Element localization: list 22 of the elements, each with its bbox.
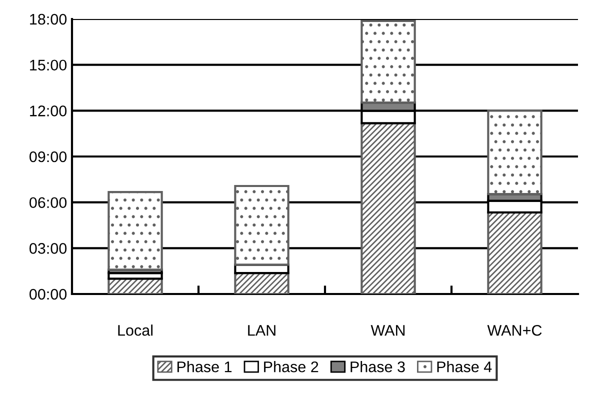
legend-label: Phase 4	[437, 361, 492, 372]
legend-label: Phase 2	[264, 361, 318, 372]
legend-label: Phase 1	[177, 361, 232, 372]
x-tick-label: LAN	[248, 325, 276, 336]
x-tick-label: Local	[118, 324, 152, 336]
legend-label: Phase 3	[350, 361, 405, 372]
bar	[360, 20, 416, 104]
bar	[487, 110, 542, 196]
x-tick-label: WAN+C	[487, 324, 542, 336]
bar	[234, 184, 290, 266]
y-tick-label: 03:00	[30, 243, 67, 254]
bar	[108, 191, 163, 271]
bar	[360, 122, 416, 294]
y-tick-label: 06:00	[30, 197, 67, 208]
y-tick-label: 18:00	[30, 14, 67, 25]
x-tick-label: WAN	[370, 325, 405, 336]
y-tick-label: 12:00	[30, 106, 67, 116]
y-tick-label: 00:00	[30, 288, 67, 300]
bar	[234, 272, 290, 294]
bar	[487, 211, 542, 294]
y-tick-label: 09:00	[30, 151, 67, 162]
y-tick-label: 15:00	[30, 60, 67, 71]
